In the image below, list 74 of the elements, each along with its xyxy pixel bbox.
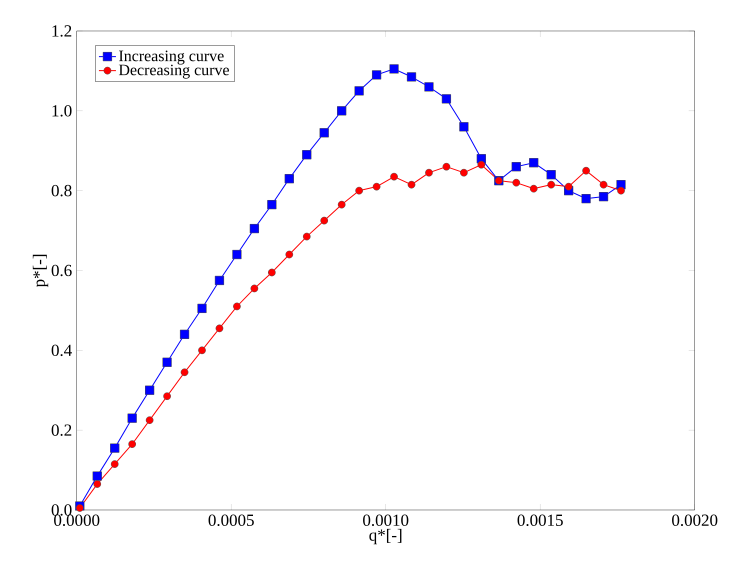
point (547, 180, 556, 188)
point (285, 250, 294, 258)
point (198, 346, 206, 354)
point (408, 180, 416, 188)
y-tick-label: 0.8 (52, 184, 72, 196)
x-tick-label: 0.0020 (672, 514, 718, 526)
x-tick-label: 0.0010 (363, 514, 408, 526)
point (617, 186, 625, 194)
y-tick-label: 1.2 (52, 25, 72, 37)
point (512, 178, 520, 187)
x-tick-label: 0.0000 (54, 514, 100, 526)
point (216, 324, 224, 332)
point (93, 480, 102, 488)
point (424, 82, 434, 92)
y-tick-label: 1.0 (52, 105, 72, 117)
point (442, 162, 450, 171)
y-axis-title: p*[-] (32, 254, 48, 288)
point (128, 440, 136, 448)
point (214, 276, 224, 286)
point (92, 471, 102, 481)
point (337, 106, 346, 116)
y-tick-label: 0.6 (52, 264, 72, 276)
point (180, 368, 188, 376)
point (460, 168, 468, 177)
point (478, 160, 486, 169)
point (284, 174, 294, 184)
y-tick-label: 0.2 (52, 424, 72, 436)
point (233, 302, 241, 310)
point (442, 94, 452, 104)
point (546, 170, 556, 180)
point (250, 284, 258, 292)
point (146, 416, 154, 424)
point (338, 200, 346, 208)
point (250, 224, 260, 234)
point (372, 182, 380, 190)
point (581, 194, 591, 204)
x-tick-label: 0.0015 (518, 514, 563, 526)
point (163, 392, 171, 400)
legend-label: Decreasing curve (118, 64, 229, 79)
point (598, 192, 608, 202)
y-tick-label: 0.0 (52, 504, 72, 516)
legend-label: Increasing curve (119, 50, 224, 65)
point (389, 64, 399, 74)
point (564, 182, 572, 190)
point (110, 443, 120, 453)
point (459, 122, 469, 132)
point (390, 172, 398, 181)
y-tick-label: 0.4 (52, 344, 72, 356)
point (425, 168, 433, 177)
point (582, 166, 590, 175)
point (232, 250, 242, 260)
point (512, 162, 521, 172)
point (110, 460, 119, 468)
x-axis-title: q*[-] (369, 528, 402, 544)
point (197, 304, 207, 314)
point (354, 86, 364, 96)
point (145, 386, 154, 395)
point (320, 128, 329, 138)
x-tick-label: 0.0005 (208, 514, 254, 526)
point (76, 504, 84, 512)
point (302, 232, 311, 240)
point (302, 150, 312, 160)
point (529, 158, 538, 168)
point (600, 180, 608, 188)
point (355, 186, 363, 194)
point (128, 414, 137, 423)
point (180, 330, 190, 339)
point (267, 200, 276, 210)
point (530, 184, 538, 192)
point (406, 72, 416, 82)
point (162, 358, 172, 367)
point (372, 70, 382, 80)
point (320, 216, 328, 224)
point (268, 268, 276, 276)
